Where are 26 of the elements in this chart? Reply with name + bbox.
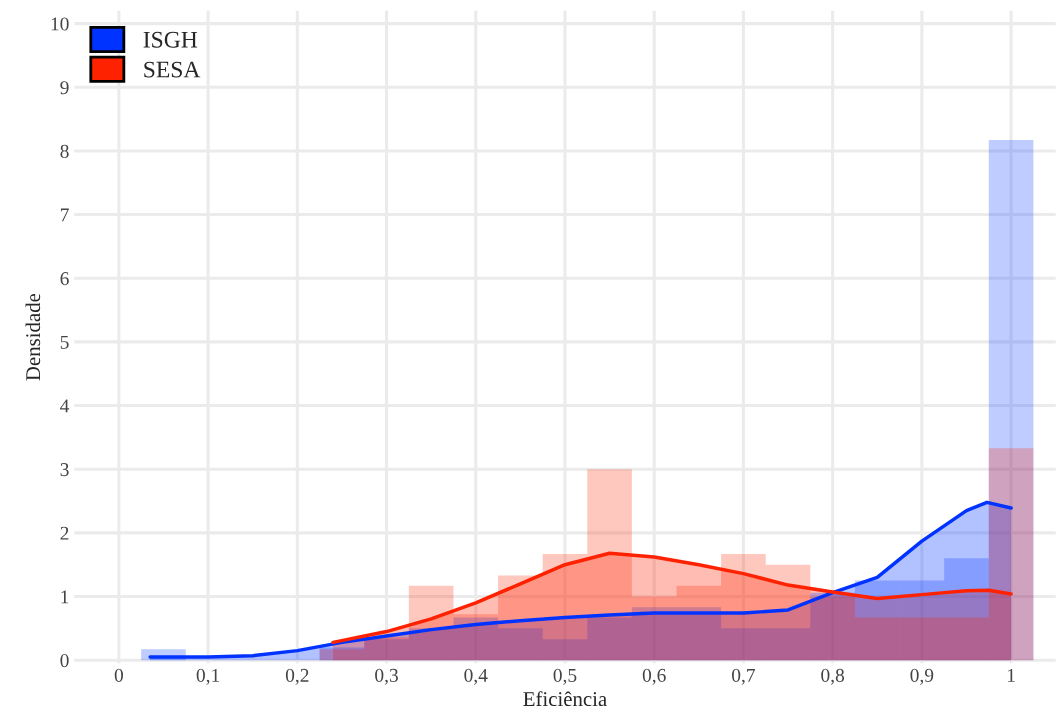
x-tick-label: 0,8 — [821, 668, 845, 685]
y-tick-label: 3 — [60, 463, 69, 477]
y-axis-title: Densidade — [25, 293, 41, 381]
y-tick-label: 5 — [60, 335, 69, 349]
x-tick-label: 0 — [114, 668, 123, 682]
x-tick-label: 0,4 — [464, 668, 488, 685]
x-axis-title: Eficiência — [523, 691, 607, 707]
y-tick-label: 0 — [60, 654, 69, 668]
y-tick-label: 8 — [60, 144, 69, 158]
x-tick-label: 1 — [1007, 668, 1015, 682]
y-tick-label: 6 — [60, 272, 69, 286]
x-tick-label: 0,5 — [553, 668, 577, 685]
legend-label: ISGH — [143, 31, 198, 48]
x-tick-label: 0,9 — [910, 668, 934, 685]
legend-label: SESA — [144, 61, 201, 78]
y-tick-label: 10 — [51, 17, 69, 31]
x-tick-label: 0,1 — [196, 668, 220, 685]
x-tick-label: 0,7 — [732, 668, 756, 685]
x-tick-label: 0,6 — [642, 668, 666, 685]
y-tick-label: 2 — [60, 526, 69, 540]
y-tick-label: 4 — [60, 399, 70, 413]
y-tick-label: 9 — [60, 81, 69, 95]
y-tick-label: 1 — [61, 590, 69, 604]
y-tick-label: 7 — [60, 208, 69, 222]
x-tick-label: 0,2 — [285, 668, 309, 685]
x-tick-label: 0,3 — [375, 668, 398, 685]
